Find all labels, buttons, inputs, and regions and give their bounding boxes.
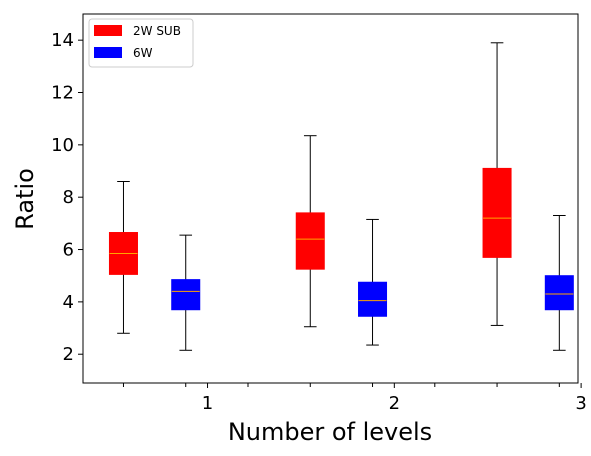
box-6w-level-3 [544, 215, 574, 351]
legend-swatch-2w-sub [94, 25, 122, 36]
y-tick-label: 4 [63, 292, 74, 313]
box-body [544, 275, 574, 311]
box-2w-sub-level-1 [108, 180, 138, 334]
box-body [171, 279, 201, 311]
y-tick-label: 14 [51, 30, 74, 51]
box-2w-sub-level-2 [295, 135, 325, 328]
box-body [358, 281, 388, 317]
box-body [295, 212, 325, 270]
box-6w-level-2 [358, 218, 388, 346]
x-tick-label: 2 [389, 393, 400, 414]
legend: 2W SUB 6W [88, 18, 194, 68]
legend-label-2w-sub: 2W SUB [133, 24, 181, 38]
y-tick-label: 8 [63, 187, 74, 208]
x-tick-label: 1 [202, 393, 213, 414]
box-body [482, 167, 512, 258]
legend-swatch-6w [94, 47, 122, 58]
plot-frame [82, 13, 579, 384]
x-axis-label: Number of levels [228, 418, 432, 446]
y-tick-label: 6 [63, 240, 74, 261]
legend-label-6w: 6W [133, 46, 153, 60]
y-tick-label: 10 [51, 135, 74, 156]
y-tick-label: 2 [63, 344, 74, 365]
box-2w-sub-level-3 [482, 42, 512, 326]
y-tick-label: 12 [51, 83, 74, 104]
box-6w-level-1 [171, 234, 201, 351]
y-axis-label: Ratio [11, 168, 39, 230]
x-tick-label: 3 [575, 393, 586, 414]
